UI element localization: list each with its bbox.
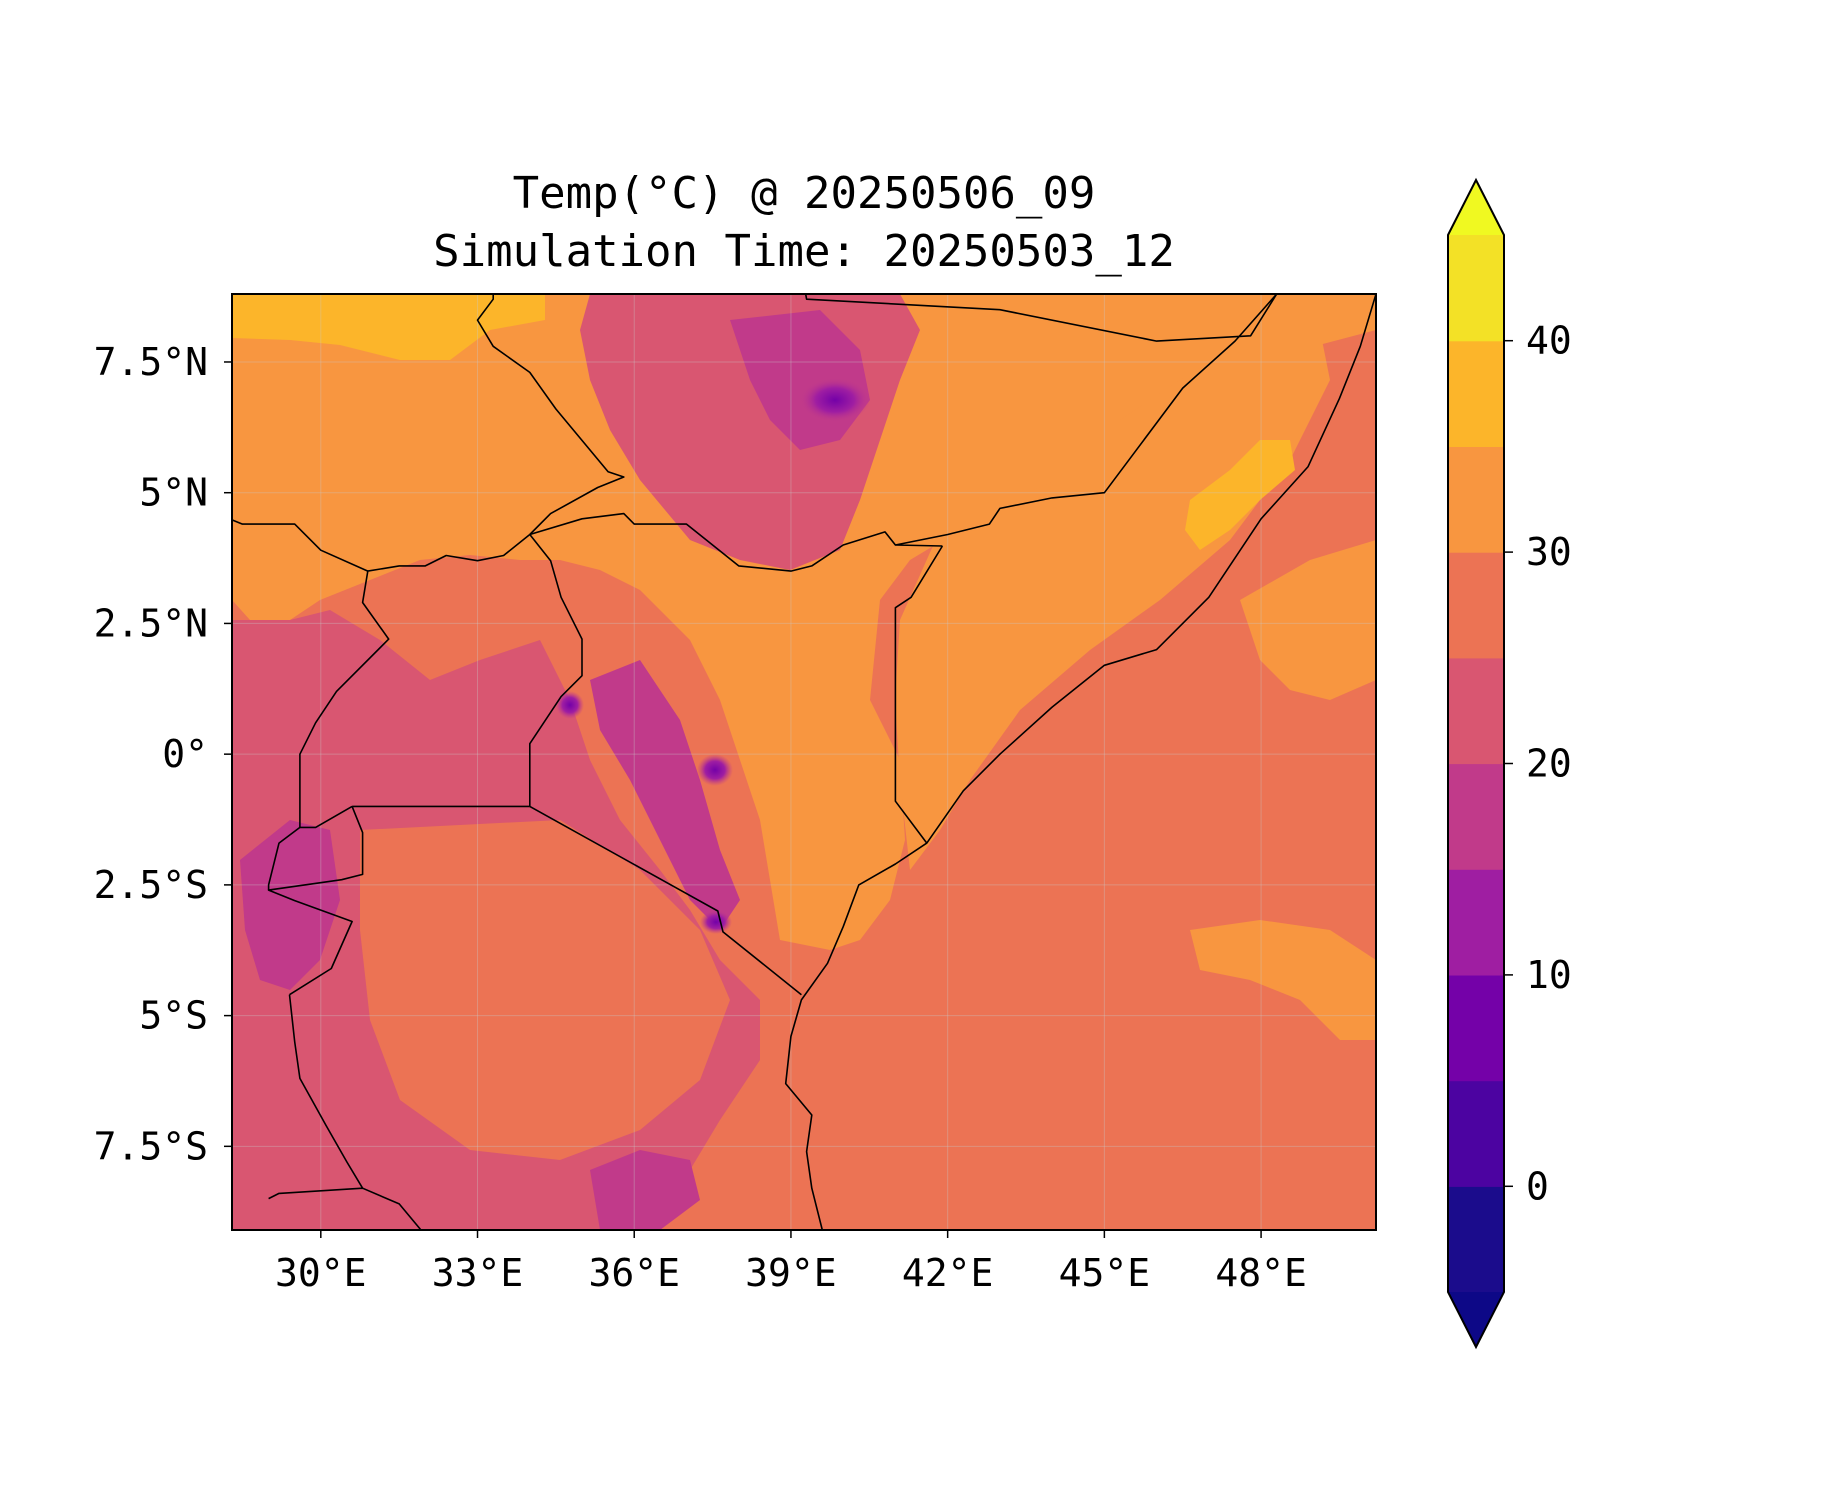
border-coast-somalia [784, 294, 1376, 1230]
field-cold-core-ethiopia [800, 378, 870, 422]
longitude-axis: 30°E 33°E 36°E 39°E 42°E 45°E 48°E [275, 1230, 1307, 1295]
border-tanzania-zambia-malawi [268, 1187, 423, 1230]
colorbar-band-7 [1448, 446, 1504, 553]
x-tick-label-5: 45°E [1059, 1251, 1151, 1295]
x-tick-label-1: 33°E [432, 1251, 524, 1295]
x-tick-label-4: 42°E [902, 1251, 994, 1295]
field-rift-cool [590, 660, 740, 930]
field-cold-core-kenya [697, 754, 733, 786]
temperature-colorbar: 0 10 20 30 40 [1447, 177, 1572, 1350]
y-tick-label-0: 7.5°N [94, 340, 208, 384]
border-tanzania-lake-tanganyika [288, 994, 364, 1189]
x-tick-label-3: 39°E [745, 1251, 837, 1295]
field-cool-south [590, 1150, 700, 1230]
field-east-africa-lowland [360, 820, 730, 1160]
map-title-line-2: Simulation Time: 20250503_12 [433, 226, 1175, 277]
border-rwanda-drc [267, 826, 301, 891]
colorbar-tick-label-0: 0 [1526, 1164, 1549, 1208]
field-hot-somalia [1185, 440, 1295, 550]
y-tick-label-6: 7.5°S [94, 1124, 208, 1168]
border-somalia-ethiopia-south [895, 294, 1278, 546]
border-ethiopia-somalia [804, 294, 1278, 342]
map-frame [231, 293, 1377, 1231]
field-cool-rwanda [240, 820, 340, 990]
field-warm-ocean-east [1190, 920, 1376, 1040]
colorbar-extend-high [1448, 180, 1504, 235]
border-south-sudan-ethiopia [476, 294, 625, 536]
field-hot-northwest [232, 294, 545, 360]
colorbar-band-1 [1448, 1080, 1504, 1187]
field-cold-core-kilimanjaro [700, 910, 732, 934]
map-gridlines [232, 294, 1376, 1230]
colorbar-tick-label-1: 10 [1526, 953, 1572, 997]
colorbar-band-2 [1448, 974, 1504, 1082]
x-tick-label-0: 30°E [275, 1251, 367, 1295]
colorbar-band-9 [1448, 235, 1504, 342]
colorbar-band-6 [1448, 552, 1504, 659]
x-tick-label-6: 48°E [1215, 1251, 1307, 1295]
border-kenya-ethiopia [529, 512, 943, 572]
latitude-axis: 7.5°N 5°N 2.5°N 0° 2.5°S 5°S 7.5°S [94, 340, 232, 1168]
y-tick-label-4: 2.5°S [94, 863, 208, 907]
country-borders [232, 294, 1376, 1230]
colorbar-outline [1447, 177, 1505, 1350]
y-tick-label-3: 0° [162, 732, 208, 776]
border-kenya-somalia [894, 545, 944, 844]
colorbar-band-8 [1448, 340, 1504, 447]
x-tick-label-2: 36°E [588, 1251, 680, 1295]
y-tick-label-2: 2.5°N [94, 601, 208, 645]
y-tick-label-5: 5°S [139, 994, 208, 1038]
temperature-field [232, 294, 1376, 1230]
colorbar-tick-label-4: 40 [1526, 319, 1572, 363]
colorbar-band-5 [1448, 657, 1504, 765]
field-cold-core-elgon [556, 691, 584, 719]
map-title-line-1: Temp(°C) @ 20250506_09 [513, 168, 1096, 219]
border-uganda-drc [299, 533, 531, 829]
border-kenya-tanzania [529, 805, 802, 996]
colorbar-band-4 [1448, 763, 1504, 870]
colorbar-band-0 [1448, 1186, 1504, 1293]
colorbar-band-3 [1448, 869, 1504, 976]
field-warm-somalia [895, 330, 1330, 870]
y-tick-label-1: 5°N [139, 471, 208, 515]
colorbar-extend-low [1448, 1292, 1504, 1347]
field-warm-ocean-north [1240, 540, 1376, 700]
border-kenya-uganda [529, 534, 583, 807]
colorbar-tick-label-2: 20 [1526, 742, 1572, 786]
colorbar-tick-label-3: 30 [1526, 530, 1572, 574]
border-south-sudan-drc-car [232, 519, 369, 572]
